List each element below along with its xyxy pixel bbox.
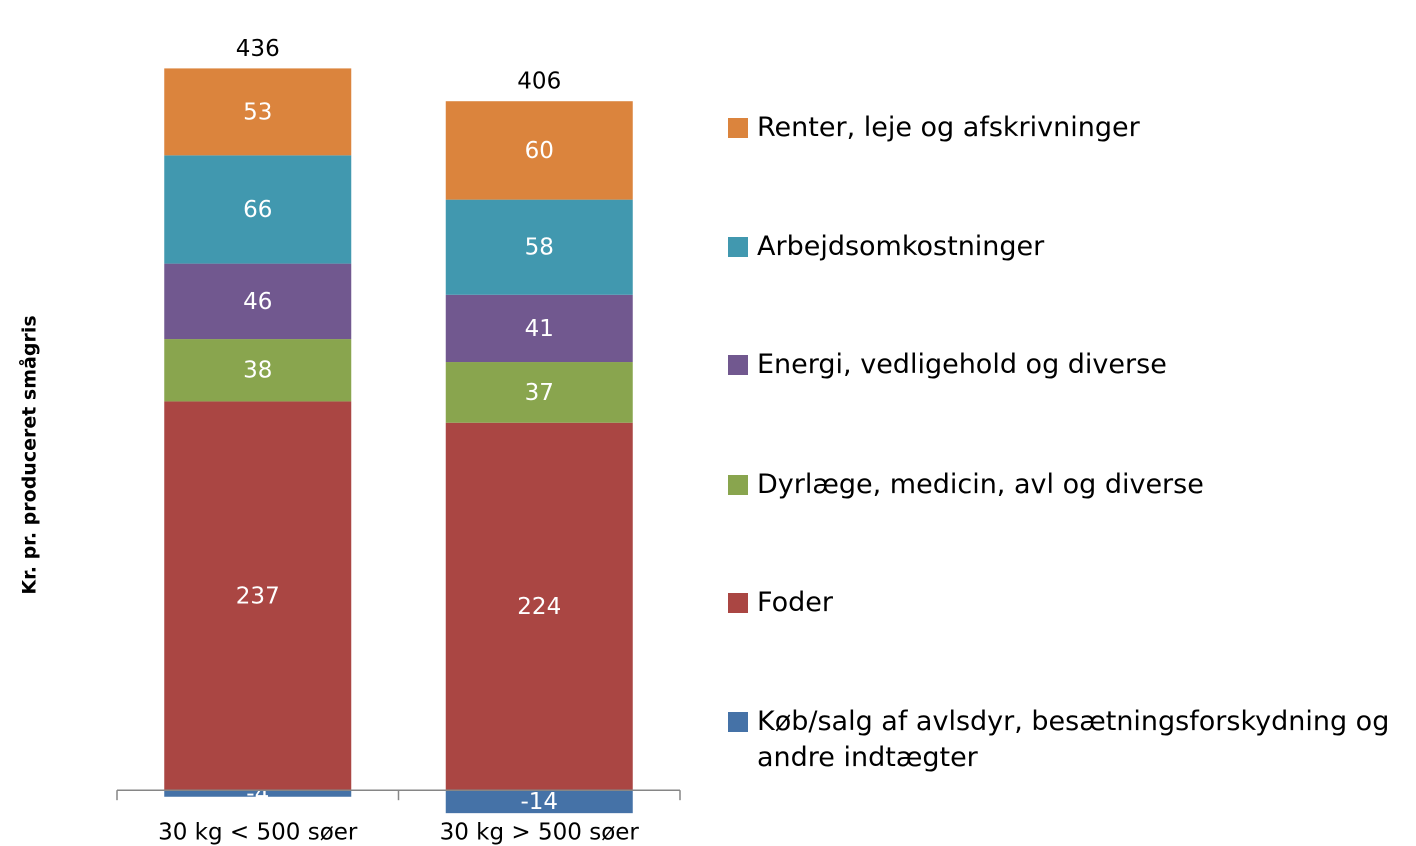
legend-item: Renter, leje og afskrivninger [728,110,1408,146]
data-label: 41 [525,316,554,342]
bar-segment [164,263,352,340]
legend-item: Køb/salg af avlsdyr, besætningsforskydni… [728,704,1408,776]
legend-label: Køb/salg af avlsdyr, besætningsforskydni… [757,706,1390,773]
data-label: 66 [243,197,272,223]
legend-item: Foder [728,585,1408,621]
legend-item: Dyrlæge, medicin, avl og diverse [728,467,1408,503]
bar-segment [445,362,633,423]
y-axis-label: Kr. pr. produceret smågris [17,315,41,594]
total-label: 436 [236,36,280,62]
legend-swatch [728,712,748,732]
data-label: 46 [243,289,272,315]
legend-swatch [728,355,748,375]
bar-segment [445,422,633,791]
data-label: 38 [243,358,272,384]
data-label: 237 [236,583,280,609]
bar-segment [445,294,633,363]
x-tick-label: 30 kg < 500 søer [158,820,358,846]
data-label: 53 [243,99,272,125]
data-label: 60 [525,138,554,164]
bar-segment [164,68,352,156]
legend-label: Dyrlæge, medicin, avl og diverse [757,469,1204,500]
bar-segment [164,339,352,402]
x-tick-label: 30 kg > 500 søer [440,820,640,846]
data-label: -14 [520,789,558,815]
legend-swatch [728,118,748,138]
legend-item: Arbejdsomkostninger [728,229,1408,265]
bar-segment [164,155,352,264]
legend-item: Energi, vedligehold og diverse [728,347,1408,383]
data-label: 224 [517,594,561,620]
bar-segment [445,101,633,200]
legend-swatch [728,475,748,495]
legend-swatch [728,593,748,613]
legend-label: Renter, leje og afskrivninger [757,112,1140,143]
bar-segment [445,790,633,814]
data-label: 58 [525,235,554,261]
bar-segment [164,401,352,791]
bar-segment [164,790,352,797]
bar-segment [445,199,633,295]
total-label: 406 [517,69,561,95]
legend-swatch [728,237,748,257]
legend-label: Arbejdsomkostninger [757,231,1045,262]
data-label: 37 [525,380,554,406]
legend-label: Foder [757,587,833,618]
legend-label: Energi, vedligehold og diverse [757,349,1167,380]
